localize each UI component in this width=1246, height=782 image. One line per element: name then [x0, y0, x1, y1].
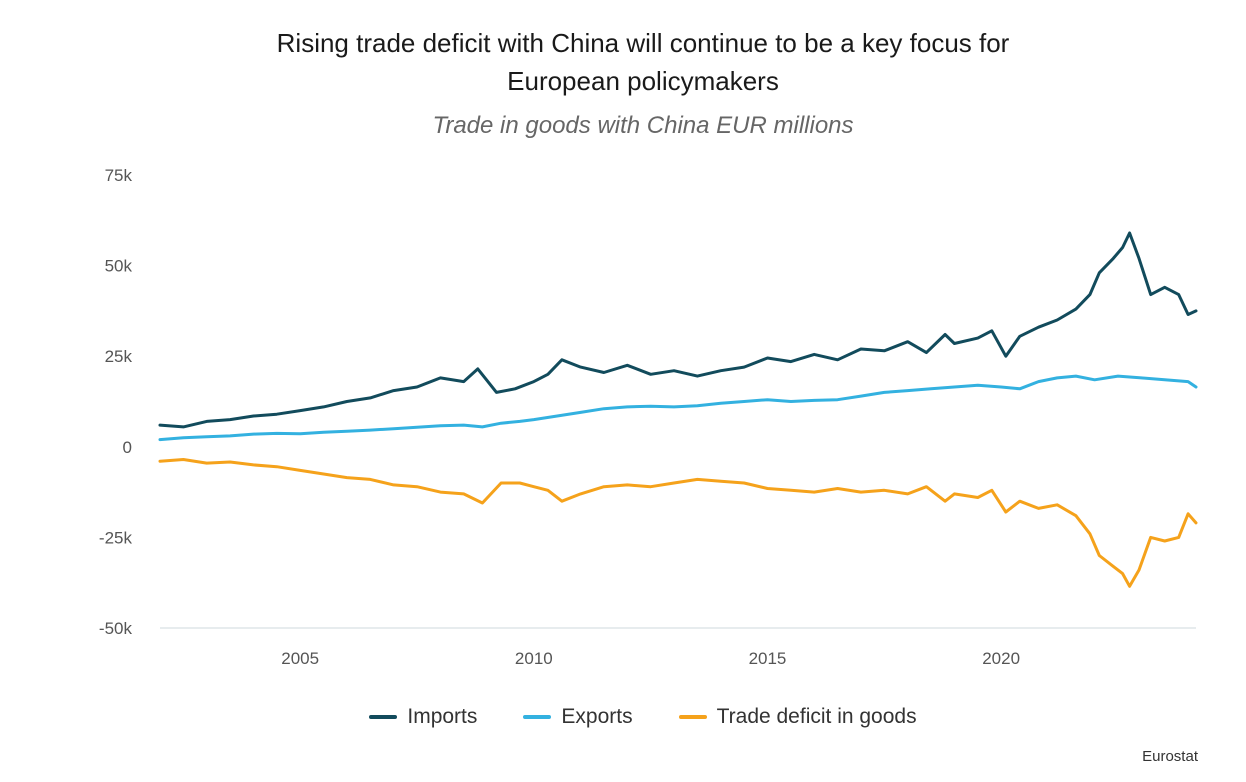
- y-tick-label: -50k: [99, 619, 133, 638]
- imports-line: [158, 231, 1198, 429]
- chart-title: Rising trade deficit with China will con…: [0, 24, 1246, 100]
- x-tick-label: 2020: [982, 649, 1020, 668]
- legend-label-exports: Exports: [561, 705, 633, 728]
- x-tick-label: 2015: [749, 649, 787, 668]
- legend-label-trade-deficit: Trade deficit in goods: [716, 705, 917, 728]
- chart-subtitle: Trade in goods with China EUR millions: [432, 112, 854, 139]
- x-axis-ticks: 2005 2010 2015 2020: [281, 649, 1020, 668]
- legend-swatch-trade-deficit: [678, 715, 707, 719]
- x-tick-label: 2005: [281, 649, 319, 668]
- trade-deficit-line: [158, 458, 1198, 588]
- x-tick-label: 2010: [515, 649, 553, 668]
- exports-line: [158, 374, 1198, 442]
- y-tick-label: 50k: [105, 257, 133, 276]
- legend: Imports Exports Trade deficit in goods: [0, 705, 1246, 729]
- source-credit: Eurostat: [1142, 748, 1198, 765]
- y-tick-label: -25k: [99, 528, 133, 547]
- legend-swatch-imports: [369, 715, 398, 719]
- chart-title-line-1: Rising trade deficit with China will con…: [276, 28, 1010, 58]
- chart-title-line-2: European policymakers: [507, 66, 779, 96]
- line-chart: 75k 50k 25k 0 -25k -50k 2005 2010 2015 2020: [99, 166, 1198, 668]
- legend-item-imports[interactable]: Imports: [369, 705, 477, 729]
- y-tick-label: 25k: [105, 347, 133, 366]
- legend-item-exports[interactable]: Exports: [523, 705, 633, 729]
- legend-label-imports: Imports: [407, 705, 478, 728]
- y-tick-label: 0: [123, 438, 132, 457]
- y-tick-label: 75k: [105, 166, 133, 185]
- legend-item-trade-deficit[interactable]: Trade deficit in goods: [678, 705, 917, 729]
- series-lines: [158, 231, 1198, 588]
- legend-swatch-exports: [523, 715, 552, 719]
- y-axis-ticks: 75k 50k 25k 0 -25k -50k: [99, 166, 133, 638]
